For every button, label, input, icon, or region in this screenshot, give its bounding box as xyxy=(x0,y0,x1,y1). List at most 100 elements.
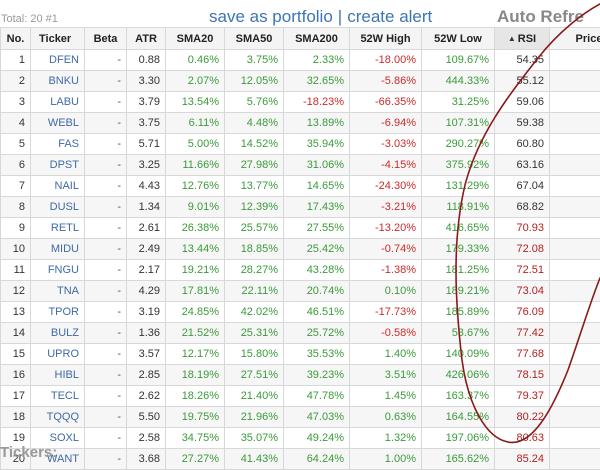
high52-cell: -0.74% xyxy=(350,239,422,260)
high52-cell: 1.32% xyxy=(350,428,422,449)
beta-cell: - xyxy=(85,449,127,470)
ticker-link[interactable]: FAS xyxy=(31,134,85,155)
ticker-link[interactable]: DUSL xyxy=(31,197,85,218)
low52-cell: 290.27% xyxy=(422,134,495,155)
ticker-link[interactable]: BULZ xyxy=(31,323,85,344)
price-cell: 76 xyxy=(550,239,600,260)
ticker-link[interactable]: LABU xyxy=(31,92,85,113)
sma200-cell: 49.24% xyxy=(284,428,350,449)
column-header-rsi[interactable]: ▲RSI xyxy=(495,28,550,50)
ticker-link[interactable]: FNGU xyxy=(31,260,85,281)
sma200-cell: 47.78% xyxy=(284,386,350,407)
link-separator: | xyxy=(338,7,342,26)
rsi-cell: 79.37 xyxy=(495,386,550,407)
sma50-cell: 18.85% xyxy=(225,239,284,260)
high52-cell: -13.20% xyxy=(350,218,422,239)
ticker-link[interactable]: TQQQ xyxy=(31,407,85,428)
price-cell: 147 xyxy=(550,344,600,365)
ticker-link[interactable]: DPST xyxy=(31,155,85,176)
beta-cell: - xyxy=(85,260,127,281)
column-header-price[interactable]: Price xyxy=(550,28,600,50)
screener-table: No. Ticker Beta ATR SMA20 SMA50 SMA200 5… xyxy=(0,27,600,470)
beta-cell: - xyxy=(85,218,127,239)
ticker-link[interactable]: NAIL xyxy=(31,176,85,197)
ticker-link[interactable]: DFEN xyxy=(31,50,85,71)
row-number: 15 xyxy=(1,344,31,365)
price-cell: 106 xyxy=(550,449,600,470)
ticker-link[interactable]: MIDU xyxy=(31,239,85,260)
rsi-cell: 77.42 xyxy=(495,323,550,344)
ticker-link[interactable]: TPOR xyxy=(31,302,85,323)
low52-cell: 416.65% xyxy=(422,218,495,239)
beta-cell: - xyxy=(85,134,127,155)
column-header-atr[interactable]: ATR xyxy=(127,28,166,50)
sma200-cell: 64.24% xyxy=(284,449,350,470)
column-header-no[interactable]: No. xyxy=(1,28,31,50)
column-header-sma50[interactable]: SMA50 xyxy=(225,28,284,50)
atr-cell: 4.29 xyxy=(127,281,166,302)
sma200-cell: -18.23% xyxy=(284,92,350,113)
beta-cell: - xyxy=(85,176,127,197)
ticker-link[interactable]: HIBL xyxy=(31,365,85,386)
ticker-link[interactable]: RETL xyxy=(31,218,85,239)
auto-refresh-toggle[interactable]: Auto Refre xyxy=(497,7,584,27)
beta-cell: - xyxy=(85,302,127,323)
low52-cell: 185.89% xyxy=(422,302,495,323)
ticker-link[interactable]: TECL xyxy=(31,386,85,407)
sma20-cell: 19.75% xyxy=(166,407,225,428)
column-header-rsi-label: RSI xyxy=(518,33,536,45)
ticker-link[interactable]: BNKU xyxy=(31,71,85,92)
ticker-link[interactable]: UPRO xyxy=(31,344,85,365)
low52-cell: 53.67% xyxy=(422,323,495,344)
high52-cell: 1.45% xyxy=(350,386,422,407)
sma20-cell: 34.75% xyxy=(166,428,225,449)
sma20-cell: 21.52% xyxy=(166,323,225,344)
header-row: No. Ticker Beta ATR SMA20 SMA50 SMA200 5… xyxy=(1,28,600,50)
create-alert-link[interactable]: create alert xyxy=(347,7,432,26)
sma20-cell: 0.46% xyxy=(166,50,225,71)
column-header-ticker[interactable]: Ticker xyxy=(31,28,85,50)
column-header-sma20[interactable]: SMA20 xyxy=(166,28,225,50)
total-count: Total: 20 #1 xyxy=(1,13,58,25)
atr-cell: 3.79 xyxy=(127,92,166,113)
beta-cell: - xyxy=(85,323,127,344)
column-header-beta[interactable]: Beta xyxy=(85,28,127,50)
row-number: 5 xyxy=(1,134,31,155)
ticker-link[interactable]: TNA xyxy=(31,281,85,302)
sma20-cell: 11.66% xyxy=(166,155,225,176)
column-header-sma200[interactable]: SMA200 xyxy=(284,28,350,50)
ticker-link[interactable]: WEBL xyxy=(31,113,85,134)
sma200-cell: 47.03% xyxy=(284,407,350,428)
atr-cell: 5.50 xyxy=(127,407,166,428)
row-number: 17 xyxy=(1,386,31,407)
action-links: save as portfolio | create alert xyxy=(209,7,432,27)
column-header-52w-low[interactable]: 52W Low xyxy=(422,28,495,50)
sma50-cell: 25.57% xyxy=(225,218,284,239)
low52-cell: 109.67% xyxy=(422,50,495,71)
price-cell: 79 xyxy=(550,386,600,407)
column-header-52w-high[interactable]: 52W High xyxy=(350,28,422,50)
save-as-portfolio-link[interactable]: save as portfolio xyxy=(209,7,333,26)
price-cell: 57 xyxy=(550,302,600,323)
row-number: 11 xyxy=(1,260,31,281)
